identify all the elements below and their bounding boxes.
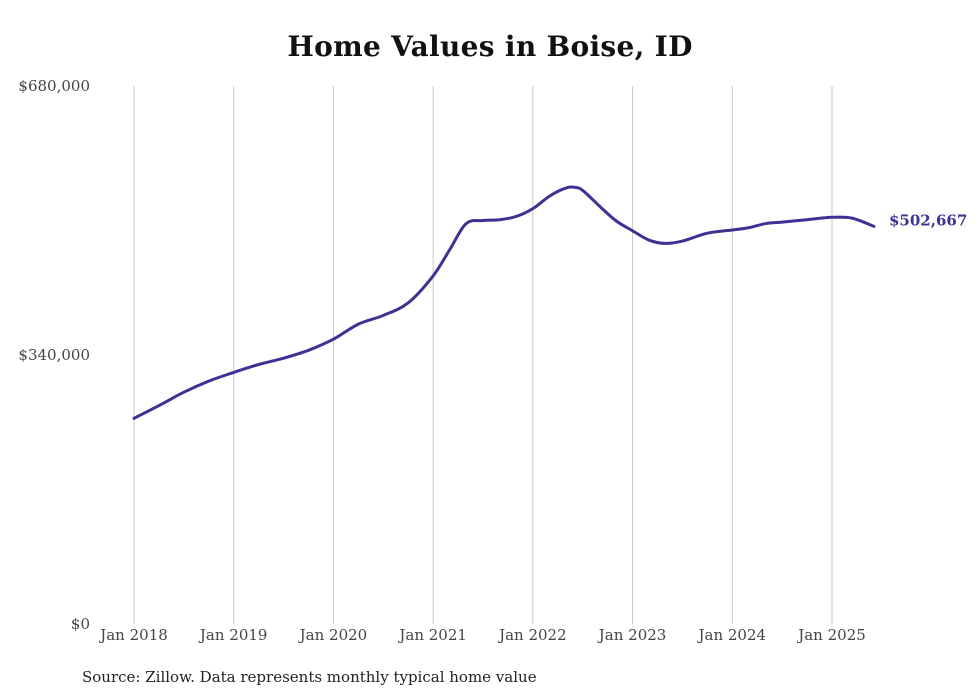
end-value-label: $502,667 — [889, 211, 967, 229]
grid-lines — [133, 86, 833, 624]
x-tick-label: Jan 2020 — [298, 626, 368, 644]
x-tick-label: Jan 2019 — [198, 626, 268, 644]
x-tick-label: Jan 2023 — [597, 626, 667, 644]
series-lines — [132, 185, 876, 420]
x-axis-ticks: Jan 2018 Jan 2019 Jan 2020 Jan 2021 Jan 2022… — [98, 626, 866, 644]
data-labels: $502,667 — [889, 211, 967, 229]
y-tick-label: $340,000 — [18, 346, 90, 364]
source-note: Source: Zillow. Data represents monthly … — [82, 668, 537, 686]
x-tick-label: Jan 2018 — [98, 626, 168, 644]
y-tick-label: $0 — [71, 615, 90, 633]
y-tick-label: $680,000 — [18, 77, 90, 95]
x-tick-label: Jan 2022 — [497, 626, 567, 644]
x-tick-label: Jan 2025 — [796, 626, 866, 644]
y-axis-ticks: $0 $340,000 $680,000 — [18, 77, 90, 633]
x-tick-label: Jan 2024 — [697, 626, 767, 644]
x-tick-label: Jan 2021 — [397, 626, 467, 644]
series-line — [132, 185, 876, 420]
chart-title: Home Values in Boise, ID — [287, 30, 693, 63]
